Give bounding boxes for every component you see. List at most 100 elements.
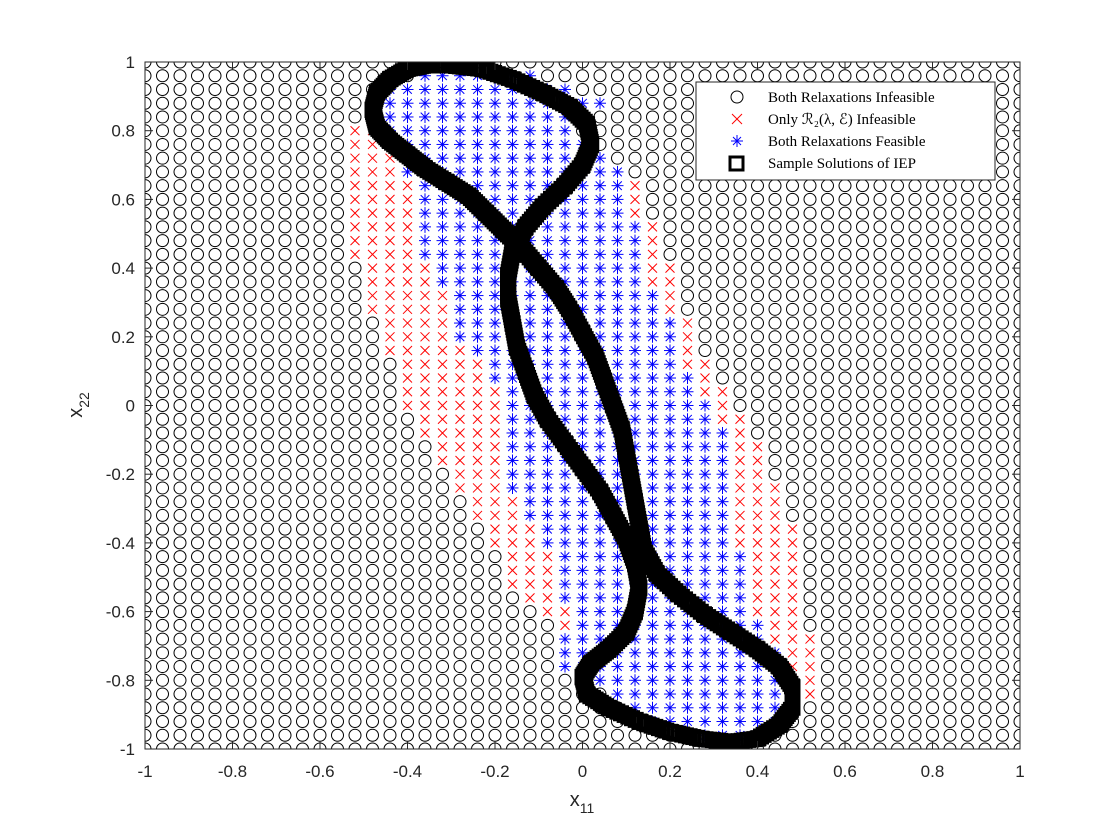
- infeasible-point: [296, 124, 309, 138]
- infeasible-point: [1013, 151, 1020, 165]
- feasible-point: [646, 303, 659, 316]
- infeasible-point: [296, 96, 309, 110]
- infeasible-point: [803, 426, 817, 440]
- infeasible-point: [926, 591, 939, 605]
- infeasible-point: [296, 481, 309, 495]
- infeasible-point: [698, 330, 712, 344]
- infeasible-point: [453, 591, 467, 605]
- infeasible-point: [331, 522, 344, 536]
- infeasible-point: [681, 247, 694, 261]
- infeasible-point: [786, 728, 799, 742]
- infeasible-point: [786, 62, 799, 69]
- infeasible-point: [646, 110, 659, 124]
- feasible-point: [436, 138, 449, 151]
- infeasible-point: [145, 110, 152, 124]
- infeasible-point: [278, 110, 292, 124]
- infeasible-point: [366, 687, 379, 701]
- r2-infeasible-point: [385, 194, 395, 205]
- infeasible-point: [331, 481, 344, 495]
- infeasible-point: [173, 632, 187, 646]
- feasible-point: [419, 193, 431, 206]
- infeasible-point: [243, 467, 257, 481]
- r2-infeasible-point: [385, 331, 395, 342]
- infeasible-point: [978, 605, 992, 619]
- infeasible-point: [296, 508, 309, 522]
- infeasible-point: [926, 234, 939, 248]
- infeasible-point: [471, 646, 484, 660]
- infeasible-point: [786, 508, 799, 522]
- feasible-point: [646, 701, 659, 714]
- feasible-point: [734, 550, 746, 563]
- infeasible-point: [173, 371, 187, 385]
- infeasible-point: [926, 344, 939, 358]
- feasible-point: [471, 303, 484, 316]
- infeasible-point: [908, 302, 922, 316]
- infeasible-point: [296, 536, 309, 550]
- r2-infeasible-point: [647, 276, 658, 287]
- infeasible-point: [173, 206, 187, 220]
- infeasible-point: [891, 453, 904, 467]
- infeasible-point: [261, 234, 274, 248]
- infeasible-point: [751, 289, 764, 303]
- infeasible-point: [786, 344, 799, 358]
- r2-infeasible-point: [647, 235, 658, 246]
- infeasible-point: [243, 673, 257, 687]
- infeasible-point: [751, 192, 764, 206]
- infeasible-point: [313, 385, 327, 399]
- feasible-point: [734, 591, 746, 604]
- infeasible-point: [261, 536, 274, 550]
- infeasible-point: [418, 522, 432, 536]
- feasible-point: [506, 179, 519, 192]
- infeasible-point: [243, 481, 257, 495]
- r2-infeasible-point: [385, 222, 395, 232]
- infeasible-point: [786, 495, 799, 509]
- r2-infeasible-point: [437, 400, 448, 411]
- infeasible-point: [261, 399, 274, 412]
- feasible-point: [489, 110, 501, 123]
- infeasible-point: [593, 69, 607, 83]
- infeasible-point: [191, 289, 204, 303]
- infeasible-point: [873, 605, 887, 619]
- infeasible-point: [996, 742, 1009, 749]
- infeasible-point: [145, 453, 152, 467]
- feasible-point: [401, 97, 414, 110]
- infeasible-point: [278, 151, 292, 165]
- infeasible-point: [926, 508, 939, 522]
- infeasible-point: [226, 605, 239, 619]
- infeasible-point: [523, 605, 537, 619]
- feasible-point: [471, 330, 484, 343]
- infeasible-point: [366, 357, 379, 371]
- infeasible-point: [996, 412, 1009, 426]
- r2-infeasible-point: [437, 455, 448, 466]
- infeasible-point: [173, 495, 187, 509]
- infeasible-point: [278, 632, 292, 646]
- feasible-point: [594, 440, 606, 453]
- infeasible-point: [383, 357, 397, 371]
- infeasible-point: [856, 632, 869, 646]
- infeasible-point: [173, 522, 187, 536]
- feasible-point: [699, 495, 711, 508]
- infeasible-point: [313, 302, 327, 316]
- feasible-point: [524, 440, 536, 453]
- r2-infeasible-point: [420, 318, 430, 328]
- feasible-point: [541, 358, 554, 371]
- r2-infeasible-point: [385, 167, 395, 177]
- feasible-point: [559, 564, 571, 577]
- r2-infeasible-point: [752, 579, 763, 589]
- infeasible-point: [523, 632, 537, 646]
- infeasible-point: [261, 62, 274, 69]
- infeasible-point: [191, 192, 204, 206]
- infeasible-point: [313, 467, 327, 481]
- infeasible-point: [331, 82, 344, 96]
- infeasible-point: [156, 344, 169, 358]
- infeasible-point: [366, 69, 379, 83]
- infeasible-point: [243, 289, 257, 303]
- r2-infeasible-point: [350, 222, 360, 232]
- infeasible-point: [768, 385, 782, 399]
- r2-infeasible-point: [752, 496, 763, 507]
- infeasible-point: [296, 330, 309, 344]
- infeasible-point: [821, 522, 834, 536]
- infeasible-point: [768, 357, 782, 371]
- feasible-point: [454, 330, 466, 343]
- infeasible-point: [593, 742, 607, 749]
